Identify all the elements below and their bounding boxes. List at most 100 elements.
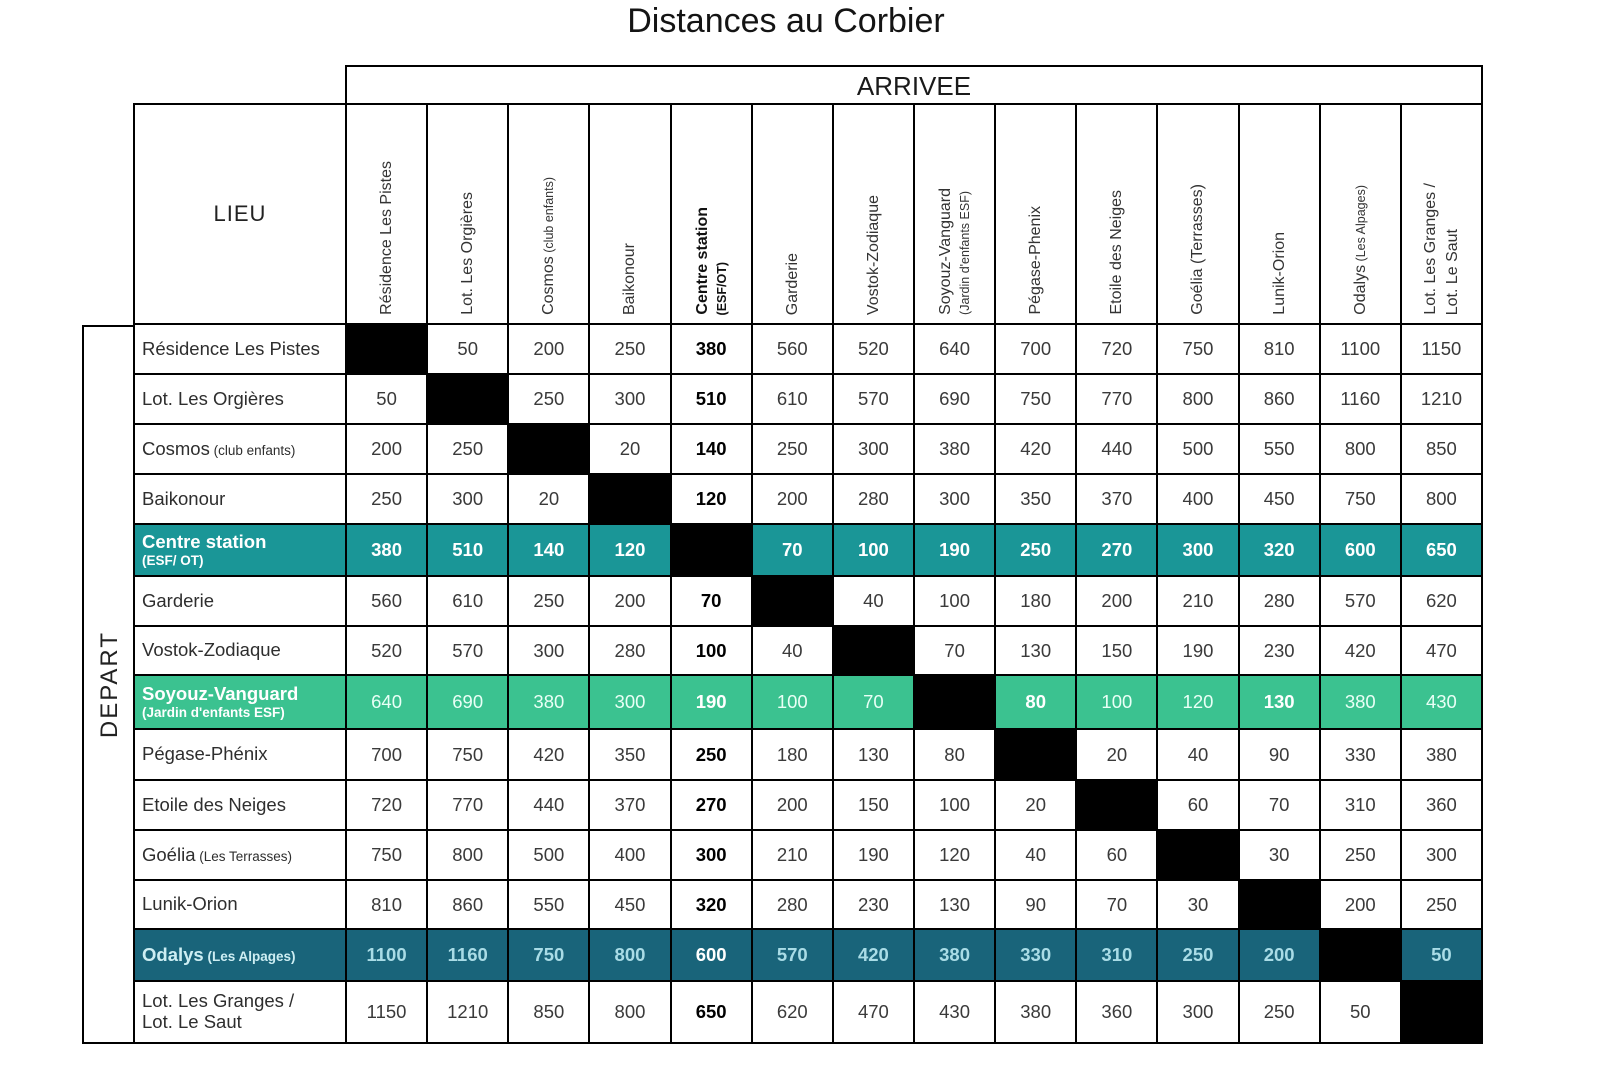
row-label: Pégase-Phénix <box>135 730 345 779</box>
distance-cell: 360 <box>1401 781 1481 829</box>
distance-cell: 210 <box>752 831 832 879</box>
distance-cell: 370 <box>1077 475 1157 523</box>
distance-cell: 440 <box>1077 425 1157 473</box>
distance-cell: 450 <box>1239 475 1319 523</box>
row-label: Centre station (ESF/ OT) <box>135 525 345 575</box>
row-label-text: Cosmos (club enfants) <box>142 437 296 459</box>
distance-cell: 200 <box>752 781 832 829</box>
distance-cell: 130 <box>833 730 913 779</box>
distance-cell: 300 <box>833 425 913 473</box>
distance-cell: 60 <box>1158 781 1238 829</box>
distance-cell: 250 <box>1401 881 1481 928</box>
distance-cell: 100 <box>1077 676 1157 728</box>
distance-cell: 570 <box>752 930 832 980</box>
distance-cell: 750 <box>1158 325 1238 373</box>
distance-cell: 140 <box>671 425 751 473</box>
col-header-sublabel: (Jardin d'enfants ESF) <box>958 191 973 315</box>
distance-cell: 250 <box>671 730 751 779</box>
diagonal-cell <box>590 475 670 523</box>
distance-cell: 250 <box>1158 930 1238 980</box>
distance-cell: 750 <box>1320 475 1400 523</box>
col-header: Soyouz-Vanguard (Jardin d'enfants ESF) <box>915 105 995 323</box>
distance-cell: 1210 <box>428 982 508 1042</box>
distance-cell: 800 <box>590 982 670 1042</box>
col-header: Vostok-Zodiaque <box>833 105 913 323</box>
distance-cell: 380 <box>347 525 427 575</box>
distance-cell: 300 <box>1401 831 1481 879</box>
distance-cell: 610 <box>752 375 832 423</box>
col-header: Lunik-Orion <box>1239 105 1319 323</box>
diagonal-cell <box>671 525 751 575</box>
distance-cell: 650 <box>671 982 751 1042</box>
distance-cell: 330 <box>1320 730 1400 779</box>
distance-cell: 250 <box>347 475 427 523</box>
row-label-text: Résidence Les Pistes <box>142 337 320 359</box>
distance-cell: 120 <box>915 831 995 879</box>
row-label-text: Vostok-Zodiaque <box>142 639 281 661</box>
distance-cell: 470 <box>833 982 913 1042</box>
distance-cell: 70 <box>671 577 751 625</box>
distance-cell: 200 <box>1077 577 1157 625</box>
distance-cell: 700 <box>996 325 1076 373</box>
distance-cell: 40 <box>833 577 913 625</box>
distance-cell: 750 <box>996 375 1076 423</box>
distance-cell: 280 <box>833 475 913 523</box>
distance-cell: 1150 <box>1401 325 1481 373</box>
col-header: Goélia (Terrasses) <box>1158 105 1238 323</box>
row-label-text: Soyouz-Vanguard <box>142 683 299 705</box>
col-header-label-line2: Lot. Le Saut <box>1443 228 1461 315</box>
col-header-label: Cosmos (club enfants) <box>540 177 558 315</box>
col-header-label: Lunik-Orion <box>1270 232 1288 315</box>
distance-cell: 330 <box>996 930 1076 980</box>
distance-cell: 250 <box>1320 831 1400 879</box>
distance-cell: 100 <box>752 676 832 728</box>
distance-cell: 370 <box>590 781 670 829</box>
distance-cell: 850 <box>1401 425 1481 473</box>
distance-cell: 50 <box>428 325 508 373</box>
arrivee-header: ARRIVEE <box>345 65 1483 105</box>
row-label-text: Goélia (Les Terrasses) <box>142 843 293 865</box>
distance-cell: 130 <box>996 627 1076 674</box>
row-label-subtext: (club enfants) <box>209 442 296 458</box>
distance-cell: 380 <box>1401 730 1481 779</box>
col-header: Baikonour <box>590 105 670 323</box>
distance-cell: 380 <box>1320 676 1400 728</box>
col-header-label: Baikonour <box>621 242 639 315</box>
distance-cell: 180 <box>752 730 832 779</box>
col-header-label: Pégase-Phenix <box>1027 206 1045 315</box>
distance-cell: 720 <box>347 781 427 829</box>
distance-cell: 640 <box>915 325 995 373</box>
lieu-header-cell: LIEU <box>135 105 345 323</box>
distance-cell: 280 <box>590 627 670 674</box>
distance-cell: 250 <box>996 525 1076 575</box>
distance-cell: 90 <box>1239 730 1319 779</box>
distance-cell: 520 <box>833 325 913 373</box>
diagonal-cell <box>1320 930 1400 980</box>
row-label-text: Lunik-Orion <box>142 893 238 915</box>
col-header: Centre station (ESF/OT) <box>671 105 751 323</box>
row-label-text: Pégase-Phénix <box>142 743 268 765</box>
distance-cell: 120 <box>1158 676 1238 728</box>
distance-cell: 500 <box>1158 425 1238 473</box>
distance-cell: 300 <box>590 375 670 423</box>
distance-cell: 50 <box>347 375 427 423</box>
distance-cell: 20 <box>590 425 670 473</box>
distance-cell: 720 <box>1077 325 1157 373</box>
distance-cell: 250 <box>509 577 589 625</box>
distance-cell: 610 <box>428 577 508 625</box>
diagonal-cell <box>1401 982 1481 1042</box>
distance-cell: 100 <box>915 577 995 625</box>
distance-cell: 90 <box>996 881 1076 928</box>
distance-cell: 270 <box>671 781 751 829</box>
distance-cell: 200 <box>347 425 427 473</box>
distance-cell: 250 <box>752 425 832 473</box>
diagonal-cell <box>833 627 913 674</box>
distance-cell: 510 <box>428 525 508 575</box>
diagonal-cell <box>752 577 832 625</box>
row-label: Lot. Les Granges / Lot. Le Saut <box>135 982 345 1042</box>
distance-cell: 350 <box>996 475 1076 523</box>
col-header: Garderie <box>752 105 832 323</box>
col-header-label: Lot. Les Orgières <box>459 192 477 315</box>
distance-cell: 280 <box>752 881 832 928</box>
distance-cell: 130 <box>915 881 995 928</box>
